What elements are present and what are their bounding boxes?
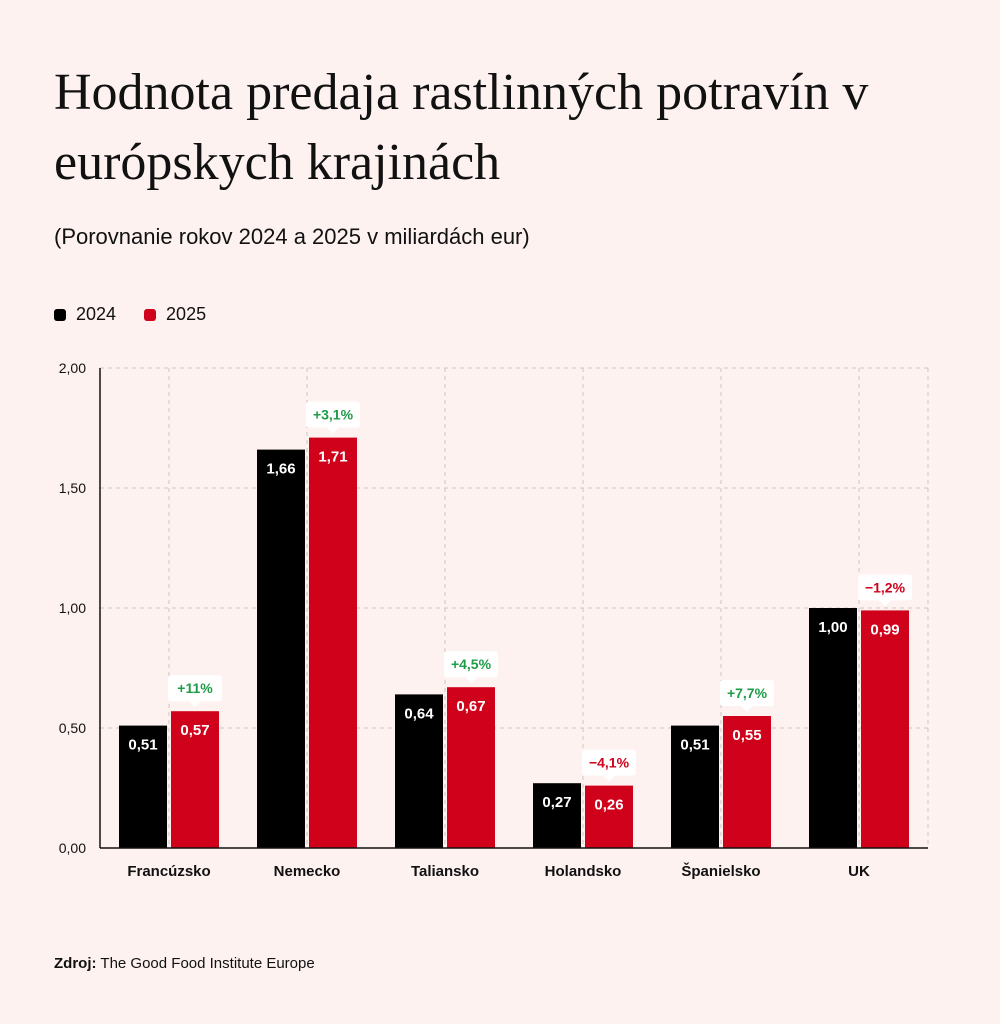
legend-swatch-2024	[54, 308, 66, 321]
x-tick-label: Holandsko	[545, 863, 622, 880]
x-tick-label: Taliansko	[411, 863, 479, 880]
data-label-2024: 0,51	[128, 737, 157, 754]
bar-2025	[585, 785, 633, 848]
data-label-2024: 0,51	[680, 737, 709, 754]
data-label-2025: 0,67	[456, 698, 485, 715]
change-callout-box	[444, 651, 498, 678]
bar-2024	[533, 783, 581, 848]
x-tick-label: Francúzsko	[127, 863, 210, 880]
data-label-2025: 0,26	[594, 797, 623, 814]
change-callout-pointer	[327, 427, 339, 434]
data-label-2025: 1,71	[318, 449, 347, 466]
data-label-2024: 0,64	[404, 705, 434, 722]
change-callout-box	[306, 401, 360, 428]
source-note: Zdroj: The Good Food Institute Europe	[54, 955, 315, 972]
change-label: +3,1%	[313, 407, 354, 423]
change-callout-box	[168, 675, 222, 702]
change-callout-pointer	[741, 706, 753, 712]
data-label-2025: 0,57	[180, 722, 209, 739]
source-label: Zdroj:	[54, 955, 97, 972]
chart-title: Hodnota predaja rastlinných potravín v e…	[54, 64, 869, 191]
y-tick-label: 2,00	[59, 360, 86, 376]
bar-2025	[861, 610, 909, 848]
bar-2025	[723, 716, 771, 848]
legend-item-2025: 2025	[144, 304, 206, 325]
bar-2025	[309, 437, 357, 848]
change-callout-box	[582, 749, 636, 776]
change-callout-box	[858, 574, 912, 601]
change-callout-pointer	[189, 701, 201, 708]
change-label: +7,7%	[727, 685, 768, 701]
bar-2024	[809, 608, 857, 848]
change-label: −4,1%	[589, 755, 630, 771]
legend-swatch-2025	[144, 308, 157, 321]
change-label: +4,5%	[451, 656, 492, 672]
change-label: +11%	[177, 680, 213, 696]
change-callout-pointer	[879, 600, 891, 607]
y-tick-label: 0,00	[59, 840, 86, 856]
bar-2025	[447, 687, 495, 848]
bar-2024	[119, 725, 167, 848]
data-label-2024: 0,27	[542, 794, 571, 811]
x-tick-label: Španielsko	[681, 862, 760, 880]
chart-subtitle: (Porovnanie rokov 2024 a 2025 v miliardá…	[54, 224, 530, 249]
legend-item-2024: 2024	[54, 304, 116, 325]
bar-2024	[257, 449, 305, 848]
data-label-2025: 0,99	[870, 621, 899, 638]
change-callout-pointer	[603, 775, 615, 782]
x-tick-label: Nemecko	[274, 863, 341, 880]
bar-2024	[395, 694, 443, 848]
data-label-2024: 1,66	[266, 461, 295, 478]
bar-2024	[671, 725, 719, 848]
change-label: −1,2%	[865, 579, 906, 595]
y-tick-label: 1,50	[59, 480, 86, 496]
y-tick-label: 1,00	[59, 600, 86, 616]
source-text: The Good Food Institute Europe	[100, 955, 315, 972]
change-callout-pointer	[465, 677, 477, 684]
legend-label-2025: 2025	[166, 304, 207, 324]
legend: 2024 2025	[54, 304, 206, 325]
y-tick-label: 0,50	[59, 720, 86, 736]
bar-2025	[171, 711, 219, 848]
x-tick-label: UK	[848, 863, 870, 880]
data-label-2024: 1,00	[818, 619, 847, 636]
change-callout-box	[720, 680, 774, 706]
legend-label-2024: 2024	[76, 304, 117, 324]
data-label-2025: 0,55	[732, 727, 761, 744]
